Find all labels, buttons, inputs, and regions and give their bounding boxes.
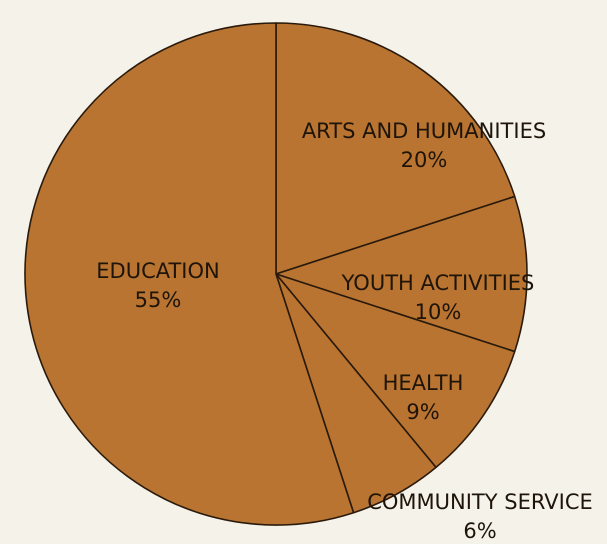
value-label-youth-activities: 10% (415, 300, 462, 324)
label-arts-and-humanities: ARTS AND HUMANITIES (302, 119, 546, 143)
value-label-health: 9% (406, 400, 439, 424)
value-label-arts-and-humanities: 20% (401, 148, 448, 172)
slice-health (275, 273, 516, 469)
label-community-service: COMMUNITY SERVICE (367, 490, 593, 514)
value-label-community-service: 6% (463, 519, 496, 543)
pie-slices (24, 22, 528, 526)
slice-youth-activities (275, 195, 528, 353)
slice-arts-and-humanities (275, 22, 516, 275)
pie-labels: ARTS AND HUMANITIES 20% YOUTH ACTIVITIES 10… (96, 119, 593, 543)
label-health: HEALTH (383, 371, 464, 395)
label-education: EDUCATION (96, 259, 219, 283)
slice-education (24, 22, 355, 526)
value-label-education: 55% (135, 288, 182, 312)
label-youth-activities: YOUTH ACTIVITIES (341, 271, 535, 295)
